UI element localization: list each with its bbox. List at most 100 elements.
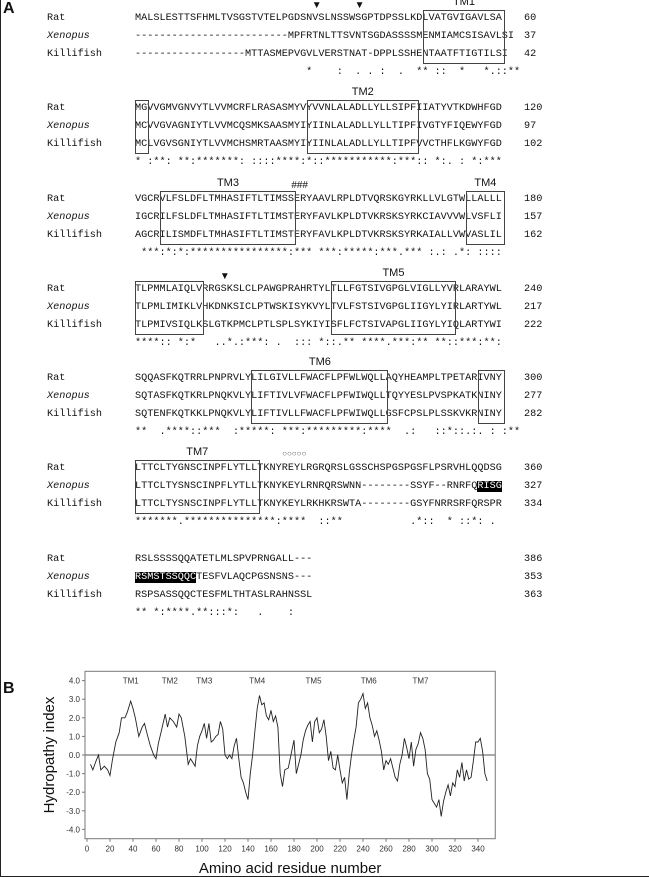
residue-count: 334 [524, 499, 543, 510]
conservation-line: ** .****::*** :*****: ***:*********:****… [135, 427, 521, 438]
tm-annotation: TM1 [123, 677, 140, 686]
conservation-line: ***:*:*:****************:*** ***:*****:*… [135, 248, 502, 259]
species-label: Xenopus [47, 302, 90, 313]
x-tick-label: 40 [129, 845, 138, 854]
species-label: Rat [47, 284, 66, 295]
y-tick-label: 2.0 [69, 714, 81, 723]
y-tick-label: 0.0 [69, 751, 81, 760]
sequence-row: IGCRILFSLDFLTMHASIFTLTIMSTERYFAVLKPLDTVK… [135, 212, 502, 223]
tm-label: TM2 [351, 86, 374, 98]
sequence-row: LTTCLTYSNSCINPFLYTLLTKNYKEYLRNRQRSWNN---… [135, 481, 502, 492]
y-axis-label: Hydropathy index [41, 696, 58, 813]
tm-box [466, 191, 505, 245]
sequence-row: AGCRILISMDFLTMHASIFTLTIMSTERYFAVLKPLDTVK… [135, 230, 502, 241]
species-label: Killifish [47, 499, 103, 510]
y-tick-label: -4.0 [66, 825, 80, 834]
sequence-row: SQQASFKQTRRLPNPRVLYLILGIVLLFWACFLPFWLWQL… [135, 373, 502, 384]
tm-box [251, 370, 389, 424]
y-tick-label: 4.0 [69, 677, 81, 686]
residue-count: 97 [524, 121, 537, 132]
residue-count: 360 [524, 463, 543, 474]
conservation-line: * :**: **:*******: ::::****:*::*********… [135, 157, 502, 168]
species-label: Killifish [47, 139, 103, 150]
arrowhead-marker: ▼ [219, 271, 230, 282]
y-tick-label: 1.0 [69, 732, 81, 741]
residue-count: 162 [524, 230, 543, 241]
species-label: Killifish [47, 230, 103, 241]
sequence-row: SQTASFKQTKRLPNQKVLYLIFTIVLVFWACFLPFWIWQL… [135, 391, 502, 402]
x-tick-label: 340 [471, 845, 485, 854]
x-tick-label: 80 [175, 845, 184, 854]
residue-count: 282 [524, 409, 543, 420]
species-label: Killifish [47, 49, 103, 60]
species-label: Rat [47, 103, 66, 114]
x-tick-label: 280 [402, 845, 416, 854]
tm-box [135, 281, 205, 335]
tm-annotation: TM3 [196, 677, 213, 686]
y-tick-label: 3.0 [69, 695, 81, 704]
sequence-row: MCVVGVAGNIYTLVVMCQSMKSAASMYIYIINLALADLLY… [135, 121, 502, 132]
x-tick-label: 160 [264, 845, 278, 854]
residue-count: 222 [524, 320, 543, 331]
species-label: Rat [47, 463, 66, 474]
sequence-row: TLPMMLAIQLVRRGSKSLCLPAWGPRAHRTYLTLLFGTSI… [135, 284, 502, 295]
residue-count: 102 [524, 139, 543, 150]
circle-markers: ○○○○○ [282, 449, 307, 458]
x-axis-label: Amino acid residue number [199, 860, 382, 877]
x-tick-label: 320 [448, 845, 462, 854]
tm-annotation: TM2 [162, 677, 179, 686]
sequence-row: RSPSASSQQCTESFMLTHTASLRAHNSSL [135, 590, 313, 601]
hash-marker: ### [291, 180, 308, 191]
residue-count: 157 [524, 212, 543, 223]
panel-a-label: A [3, 0, 15, 17]
species-label: Killifish [47, 409, 103, 420]
species-label: Xenopus [47, 391, 90, 402]
x-tick-label: 120 [218, 845, 232, 854]
species-label: Xenopus [47, 572, 90, 583]
tm-label: TM5 [382, 267, 405, 279]
sequence-row: SQTENFKQTKKLPNQKVLYLIFTIVLLFWACFLPFWIWQL… [135, 409, 502, 420]
residue-count: 180 [524, 194, 543, 205]
x-tick-label: 260 [379, 845, 393, 854]
x-tick-label: 220 [333, 845, 347, 854]
tm-annotation: TM4 [249, 677, 266, 686]
tm-box [478, 370, 505, 424]
conservation-line: *******.***************:**** ::** .*:: *… [135, 517, 496, 528]
x-tick-label: 240 [356, 845, 370, 854]
tm-annotation: TM5 [306, 677, 323, 686]
residue-count: 327 [524, 481, 543, 492]
y-tick-label: -3.0 [66, 807, 80, 816]
tm-box [135, 460, 260, 514]
sequence-row: RSMSTSSQQCTESFVLAQCPGSNSNS--- [135, 572, 313, 583]
sequence-row: TLPMIVSIQLKSLGTKPMCLPTLSPLSYKIYISFLFCTSI… [135, 320, 502, 331]
tm-label: TM7 [186, 446, 209, 458]
conservation-line: ****:: *:* ..*.:***: . ::: *::.** ****.*… [135, 338, 502, 349]
x-tick-label: 20 [106, 845, 115, 854]
tm-box [135, 100, 150, 154]
tm-label: TM1 [452, 0, 475, 8]
species-label: Killifish [47, 320, 103, 331]
residue-count: 60 [524, 13, 537, 24]
sequence-row: RSLSSSSQQATETLMLSPVPRNGALL--- [135, 554, 313, 565]
tm-box [331, 281, 456, 335]
arrowhead-marker: ▼ [354, 0, 365, 11]
conservation-line: * : . . : . ** :: * *.::** [135, 67, 521, 78]
tm-box [159, 191, 297, 245]
x-tick-label: 140 [241, 845, 255, 854]
sequence-row: -------------------------MPFRTNLTTSVNTSG… [135, 31, 515, 42]
tm-box [423, 10, 505, 64]
residue-count: 353 [524, 572, 543, 583]
hydropathy-line [90, 691, 488, 817]
tm-label: TM4 [474, 177, 497, 189]
sequence-row: MCLVGVSGNIYTLVVMCHSMRTAASMYIYIINLALADLLY… [135, 139, 502, 150]
residue-count: 120 [524, 103, 543, 114]
tm-box [306, 100, 419, 154]
species-label: Rat [47, 554, 66, 565]
sequence-row: MALSLESTTSFHMLTVSGSTVTELPGDSNVSLNSSWSGPT… [135, 13, 502, 24]
arrowhead-marker: ▼ [311, 0, 322, 11]
sequence-row: LTTCLTYGNSCINPFLYTLLTKNYREYLRGRQRSLGSSCH… [135, 463, 502, 474]
residue-count: 217 [524, 302, 543, 313]
tm-annotation: TM7 [413, 677, 430, 686]
species-label: Rat [47, 373, 66, 384]
x-tick-label: 100 [195, 845, 209, 854]
